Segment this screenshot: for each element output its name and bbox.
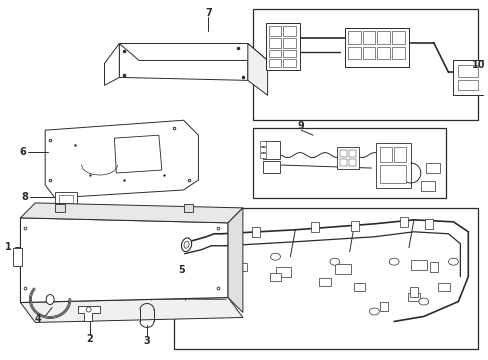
Bar bbox=[334, 264, 350, 274]
Bar bbox=[399, 217, 407, 227]
Bar bbox=[275, 267, 291, 276]
Bar bbox=[347, 46, 360, 59]
Bar bbox=[429, 262, 437, 272]
Bar bbox=[262, 141, 280, 159]
Polygon shape bbox=[45, 120, 198, 198]
Ellipse shape bbox=[368, 308, 379, 315]
Polygon shape bbox=[20, 218, 227, 302]
Polygon shape bbox=[78, 306, 100, 321]
Bar bbox=[183, 204, 193, 212]
Bar bbox=[252, 128, 445, 198]
Bar bbox=[377, 46, 389, 59]
Bar bbox=[252, 9, 477, 120]
Bar bbox=[362, 46, 375, 59]
Bar bbox=[348, 150, 355, 157]
Text: 7: 7 bbox=[204, 8, 211, 18]
Text: 10: 10 bbox=[471, 60, 485, 71]
Text: 2: 2 bbox=[86, 334, 93, 345]
Bar bbox=[380, 147, 391, 162]
Bar bbox=[380, 165, 405, 183]
Bar bbox=[251, 227, 259, 237]
Bar bbox=[265, 23, 300, 71]
Bar bbox=[344, 28, 408, 67]
Bar bbox=[59, 195, 73, 203]
Bar bbox=[283, 50, 296, 58]
Bar bbox=[310, 222, 318, 232]
Bar bbox=[391, 46, 404, 59]
Bar bbox=[259, 147, 265, 152]
Bar bbox=[353, 283, 365, 291]
Bar bbox=[424, 219, 432, 229]
Bar bbox=[452, 60, 484, 95]
Bar bbox=[391, 31, 404, 44]
Bar bbox=[420, 181, 434, 191]
Text: 9: 9 bbox=[297, 121, 304, 131]
Bar bbox=[409, 287, 417, 297]
Bar bbox=[268, 26, 281, 36]
Bar bbox=[55, 204, 65, 212]
Polygon shape bbox=[114, 135, 162, 173]
Bar bbox=[339, 159, 346, 166]
Polygon shape bbox=[20, 203, 243, 223]
Ellipse shape bbox=[418, 298, 428, 305]
Bar bbox=[268, 37, 281, 48]
Text: 3: 3 bbox=[143, 336, 150, 346]
Polygon shape bbox=[119, 44, 267, 60]
Text: 1: 1 bbox=[5, 242, 12, 252]
Bar bbox=[339, 150, 346, 157]
Bar bbox=[393, 147, 405, 162]
Bar bbox=[377, 31, 389, 44]
Bar bbox=[336, 147, 358, 169]
Ellipse shape bbox=[270, 253, 280, 260]
Bar bbox=[362, 31, 375, 44]
Text: 4: 4 bbox=[35, 314, 41, 324]
Ellipse shape bbox=[388, 258, 398, 265]
Bar bbox=[437, 283, 448, 291]
Bar bbox=[173, 208, 477, 349]
Polygon shape bbox=[119, 44, 247, 80]
Bar bbox=[348, 159, 355, 166]
Bar bbox=[283, 37, 296, 48]
Text: 6: 6 bbox=[19, 147, 26, 157]
Bar bbox=[380, 302, 387, 311]
Bar bbox=[318, 278, 330, 285]
Bar bbox=[457, 66, 477, 77]
Ellipse shape bbox=[447, 258, 457, 265]
Bar bbox=[283, 26, 296, 36]
Polygon shape bbox=[247, 44, 267, 95]
Bar bbox=[407, 293, 419, 301]
Bar bbox=[262, 161, 280, 173]
Bar bbox=[410, 260, 426, 270]
Polygon shape bbox=[55, 192, 77, 206]
Ellipse shape bbox=[329, 258, 339, 265]
Bar bbox=[268, 50, 281, 58]
Bar bbox=[283, 59, 296, 67]
Bar bbox=[457, 80, 477, 90]
Bar bbox=[259, 153, 265, 158]
Bar bbox=[350, 221, 358, 231]
Bar bbox=[235, 263, 246, 271]
Bar bbox=[269, 273, 281, 280]
Ellipse shape bbox=[183, 241, 189, 248]
Bar bbox=[268, 59, 281, 67]
Ellipse shape bbox=[46, 294, 54, 305]
Text: 5: 5 bbox=[178, 265, 184, 275]
Polygon shape bbox=[104, 44, 119, 85]
Polygon shape bbox=[20, 298, 243, 323]
Polygon shape bbox=[227, 208, 243, 312]
Bar bbox=[13, 248, 22, 266]
Text: 8: 8 bbox=[21, 192, 28, 202]
Bar bbox=[347, 31, 360, 44]
Ellipse shape bbox=[86, 307, 91, 312]
Bar bbox=[425, 163, 439, 173]
Bar bbox=[376, 143, 410, 188]
Bar bbox=[259, 141, 265, 146]
Ellipse shape bbox=[181, 238, 191, 252]
